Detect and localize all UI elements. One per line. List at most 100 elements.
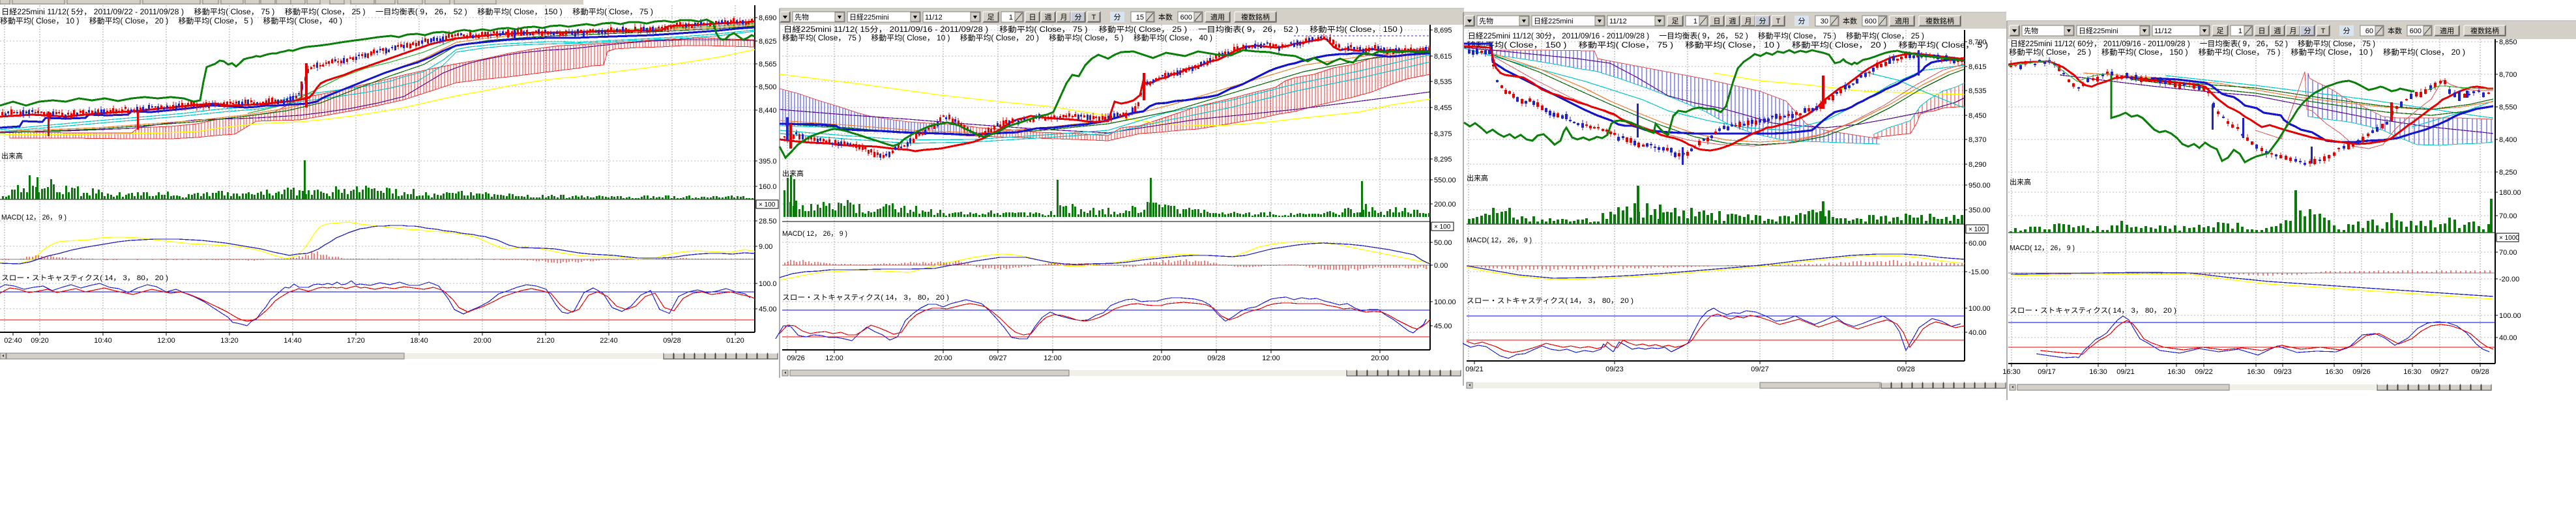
svg-text:8,400: 8,400: [2499, 136, 2517, 144]
svg-text:8,455: 8,455: [1434, 104, 1452, 112]
svg-text:14:40: 14:40: [284, 337, 302, 345]
svg-text:月: 月: [2290, 27, 2297, 35]
svg-text:350.00: 350.00: [1969, 207, 1991, 214]
svg-text:11/12: 11/12: [2154, 27, 2172, 35]
svg-text:複数銘柄: 複数銘柄: [1241, 12, 1270, 22]
svg-text:分: 分: [1798, 17, 1806, 25]
svg-text:09/28: 09/28: [2471, 368, 2489, 376]
svg-text:1: 1: [2238, 27, 2242, 35]
svg-text:11/12: 11/12: [925, 14, 943, 22]
svg-text:09/22: 09/22: [2195, 368, 2213, 376]
svg-text:出来高: 出来高: [1467, 173, 1488, 182]
svg-text:8,295: 8,295: [1434, 156, 1452, 164]
svg-text:8,695: 8,695: [1434, 27, 1452, 35]
svg-text:09/27: 09/27: [2431, 368, 2449, 376]
svg-text:600: 600: [1865, 18, 1877, 25]
svg-text:MACD( 12， 26， 9 ): MACD( 12， 26， 9 ): [1467, 236, 1532, 244]
svg-text:月: 月: [1745, 18, 1752, 25]
svg-text:分: 分: [2304, 27, 2311, 35]
svg-text:移動平均( Close， 25 ) 移動平均( Close: 移動平均( Close， 25 ) 移動平均( Close， 150 ) 移動平…: [2009, 48, 2465, 57]
svg-text:09/23: 09/23: [2274, 368, 2292, 376]
svg-text:09/27: 09/27: [1751, 366, 1769, 373]
svg-text:11/12: 11/12: [1609, 18, 1627, 25]
svg-text:09/17: 09/17: [2038, 368, 2056, 376]
svg-text:日: 日: [1714, 18, 1721, 25]
svg-text:× 100: × 100: [759, 201, 776, 208]
svg-text:8,535: 8,535: [1969, 87, 1987, 95]
svg-text:10:40: 10:40: [94, 337, 112, 345]
svg-text:8,370: 8,370: [1969, 136, 1987, 144]
svg-text:60: 60: [2365, 27, 2373, 35]
svg-text:本数: 本数: [1158, 12, 1173, 22]
svg-text:× 100: × 100: [1969, 226, 1985, 233]
svg-text:スロー・ストキャスティクス( 14， 3， 80， 20 ): スロー・ストキャスティクス( 14， 3， 80， 20 ): [1467, 296, 1633, 305]
svg-text:週: 週: [1729, 17, 1736, 25]
svg-text:日経225mini 11/12( 15分， 2011/09/: 日経225mini 11/12( 15分， 2011/09/16 - 2011/…: [783, 25, 1403, 34]
svg-text:12:00: 12:00: [1044, 354, 1062, 362]
svg-text:100.00: 100.00: [1434, 298, 1456, 306]
svg-text:スロー・ストキャスティクス( 14， 3， 80， 20 ): スロー・ストキャスティクス( 14， 3， 80， 20 ): [782, 293, 949, 302]
svg-text:09:20: 09:20: [31, 337, 49, 345]
svg-text:適用: 適用: [1210, 12, 1225, 22]
svg-text:本数: 本数: [1843, 16, 1857, 25]
svg-text:12:00: 12:00: [157, 337, 175, 345]
svg-text:16:30: 16:30: [2002, 368, 2021, 376]
svg-text:09/26: 09/26: [787, 354, 805, 362]
svg-text:× 1000: × 1000: [2499, 235, 2519, 242]
svg-text:日経225mini: 日経225mini: [1534, 17, 1573, 25]
svg-text:日: 日: [1029, 14, 1036, 22]
svg-text:足: 足: [988, 14, 995, 22]
svg-text:09/21: 09/21: [1465, 366, 1484, 373]
svg-text:09/27: 09/27: [989, 354, 1007, 362]
svg-text:09/23: 09/23: [1605, 366, 1624, 373]
svg-text:0.00: 0.00: [1434, 262, 1448, 270]
svg-text:足: 足: [2217, 27, 2224, 35]
svg-text:-20.00: -20.00: [2499, 276, 2519, 283]
svg-text:出来高: 出来高: [1, 151, 23, 160]
svg-text:日経225mini 11/12( 30分， 2011/09/: 日経225mini 11/12( 30分， 2011/09/16 - 2011/…: [1468, 31, 1924, 40]
svg-text:出来高: 出来高: [2010, 177, 2031, 186]
svg-text:45.00: 45.00: [1434, 322, 1452, 330]
svg-text:16:30: 16:30: [2247, 368, 2265, 376]
svg-text:スロー・ストキャスティクス( 14， 3， 80， 20 ): スロー・ストキャスティクス( 14， 3， 80， 20 ): [2010, 306, 2176, 315]
svg-text:T: T: [1092, 14, 1096, 22]
svg-text:13:20: 13:20: [220, 337, 239, 345]
svg-text:8,500: 8,500: [759, 83, 777, 91]
svg-text:日経225mini 11/12( 5分， 2011/09/2: 日経225mini 11/12( 5分， 2011/09/22 - 2011/0…: [1, 7, 653, 16]
svg-text:移動平均( Close， 150 ) 移動平均( Clos: 移動平均( Close， 150 ) 移動平均( Close， 75 ) 移動平…: [1467, 40, 1988, 50]
svg-text:T: T: [2321, 27, 2326, 35]
svg-text:12:00: 12:00: [825, 354, 843, 362]
svg-text:15: 15: [1136, 14, 1144, 22]
svg-text:100.00: 100.00: [1969, 305, 1991, 313]
svg-text:分: 分: [1759, 17, 1766, 25]
svg-text:550.00: 550.00: [1434, 177, 1456, 184]
svg-text:8,450: 8,450: [1969, 112, 1987, 120]
svg-text:8,700: 8,700: [1969, 38, 1987, 46]
svg-text:週: 週: [1045, 13, 1052, 22]
svg-text:1: 1: [1693, 18, 1697, 25]
svg-text:160.0: 160.0: [759, 183, 777, 191]
svg-text:足: 足: [1672, 18, 1679, 25]
svg-text:分: 分: [1114, 13, 1121, 22]
svg-text:分: 分: [1075, 13, 1082, 22]
svg-text:17:20: 17:20: [347, 337, 365, 345]
svg-text:09/26: 09/26: [2352, 368, 2371, 376]
svg-text:50.00: 50.00: [1434, 239, 1452, 247]
svg-text:600: 600: [1180, 14, 1192, 22]
svg-text:9.00: 9.00: [759, 243, 772, 251]
svg-text:適用: 適用: [1895, 16, 1909, 25]
svg-text:45.00: 45.00: [759, 306, 777, 313]
svg-text:移動平均( Close， 75 ) 移動平均( Close: 移動平均( Close， 75 ) 移動平均( Close， 10 ) 移動平均…: [782, 33, 1212, 42]
svg-text:-15.00: -15.00: [1969, 268, 1989, 276]
svg-text:180.00: 180.00: [2499, 189, 2521, 197]
svg-text:40.00: 40.00: [2499, 334, 2517, 342]
svg-text:先物: 先物: [2024, 26, 2038, 35]
svg-text:09/21: 09/21: [2116, 368, 2135, 376]
svg-text:日経225mini 11/12( 60分， 2011/09/: 日経225mini 11/12( 60分， 2011/09/16 - 2011/…: [2010, 39, 2375, 48]
svg-text:16:30: 16:30: [2089, 368, 2107, 376]
svg-text:日: 日: [2259, 27, 2266, 35]
svg-text:950.00: 950.00: [1969, 182, 1991, 190]
svg-text:先物: 先物: [1479, 16, 1493, 25]
svg-text:MACD( 12， 26， 9 ): MACD( 12， 26， 9 ): [2010, 244, 2075, 252]
svg-text:22:40: 22:40: [600, 337, 618, 345]
